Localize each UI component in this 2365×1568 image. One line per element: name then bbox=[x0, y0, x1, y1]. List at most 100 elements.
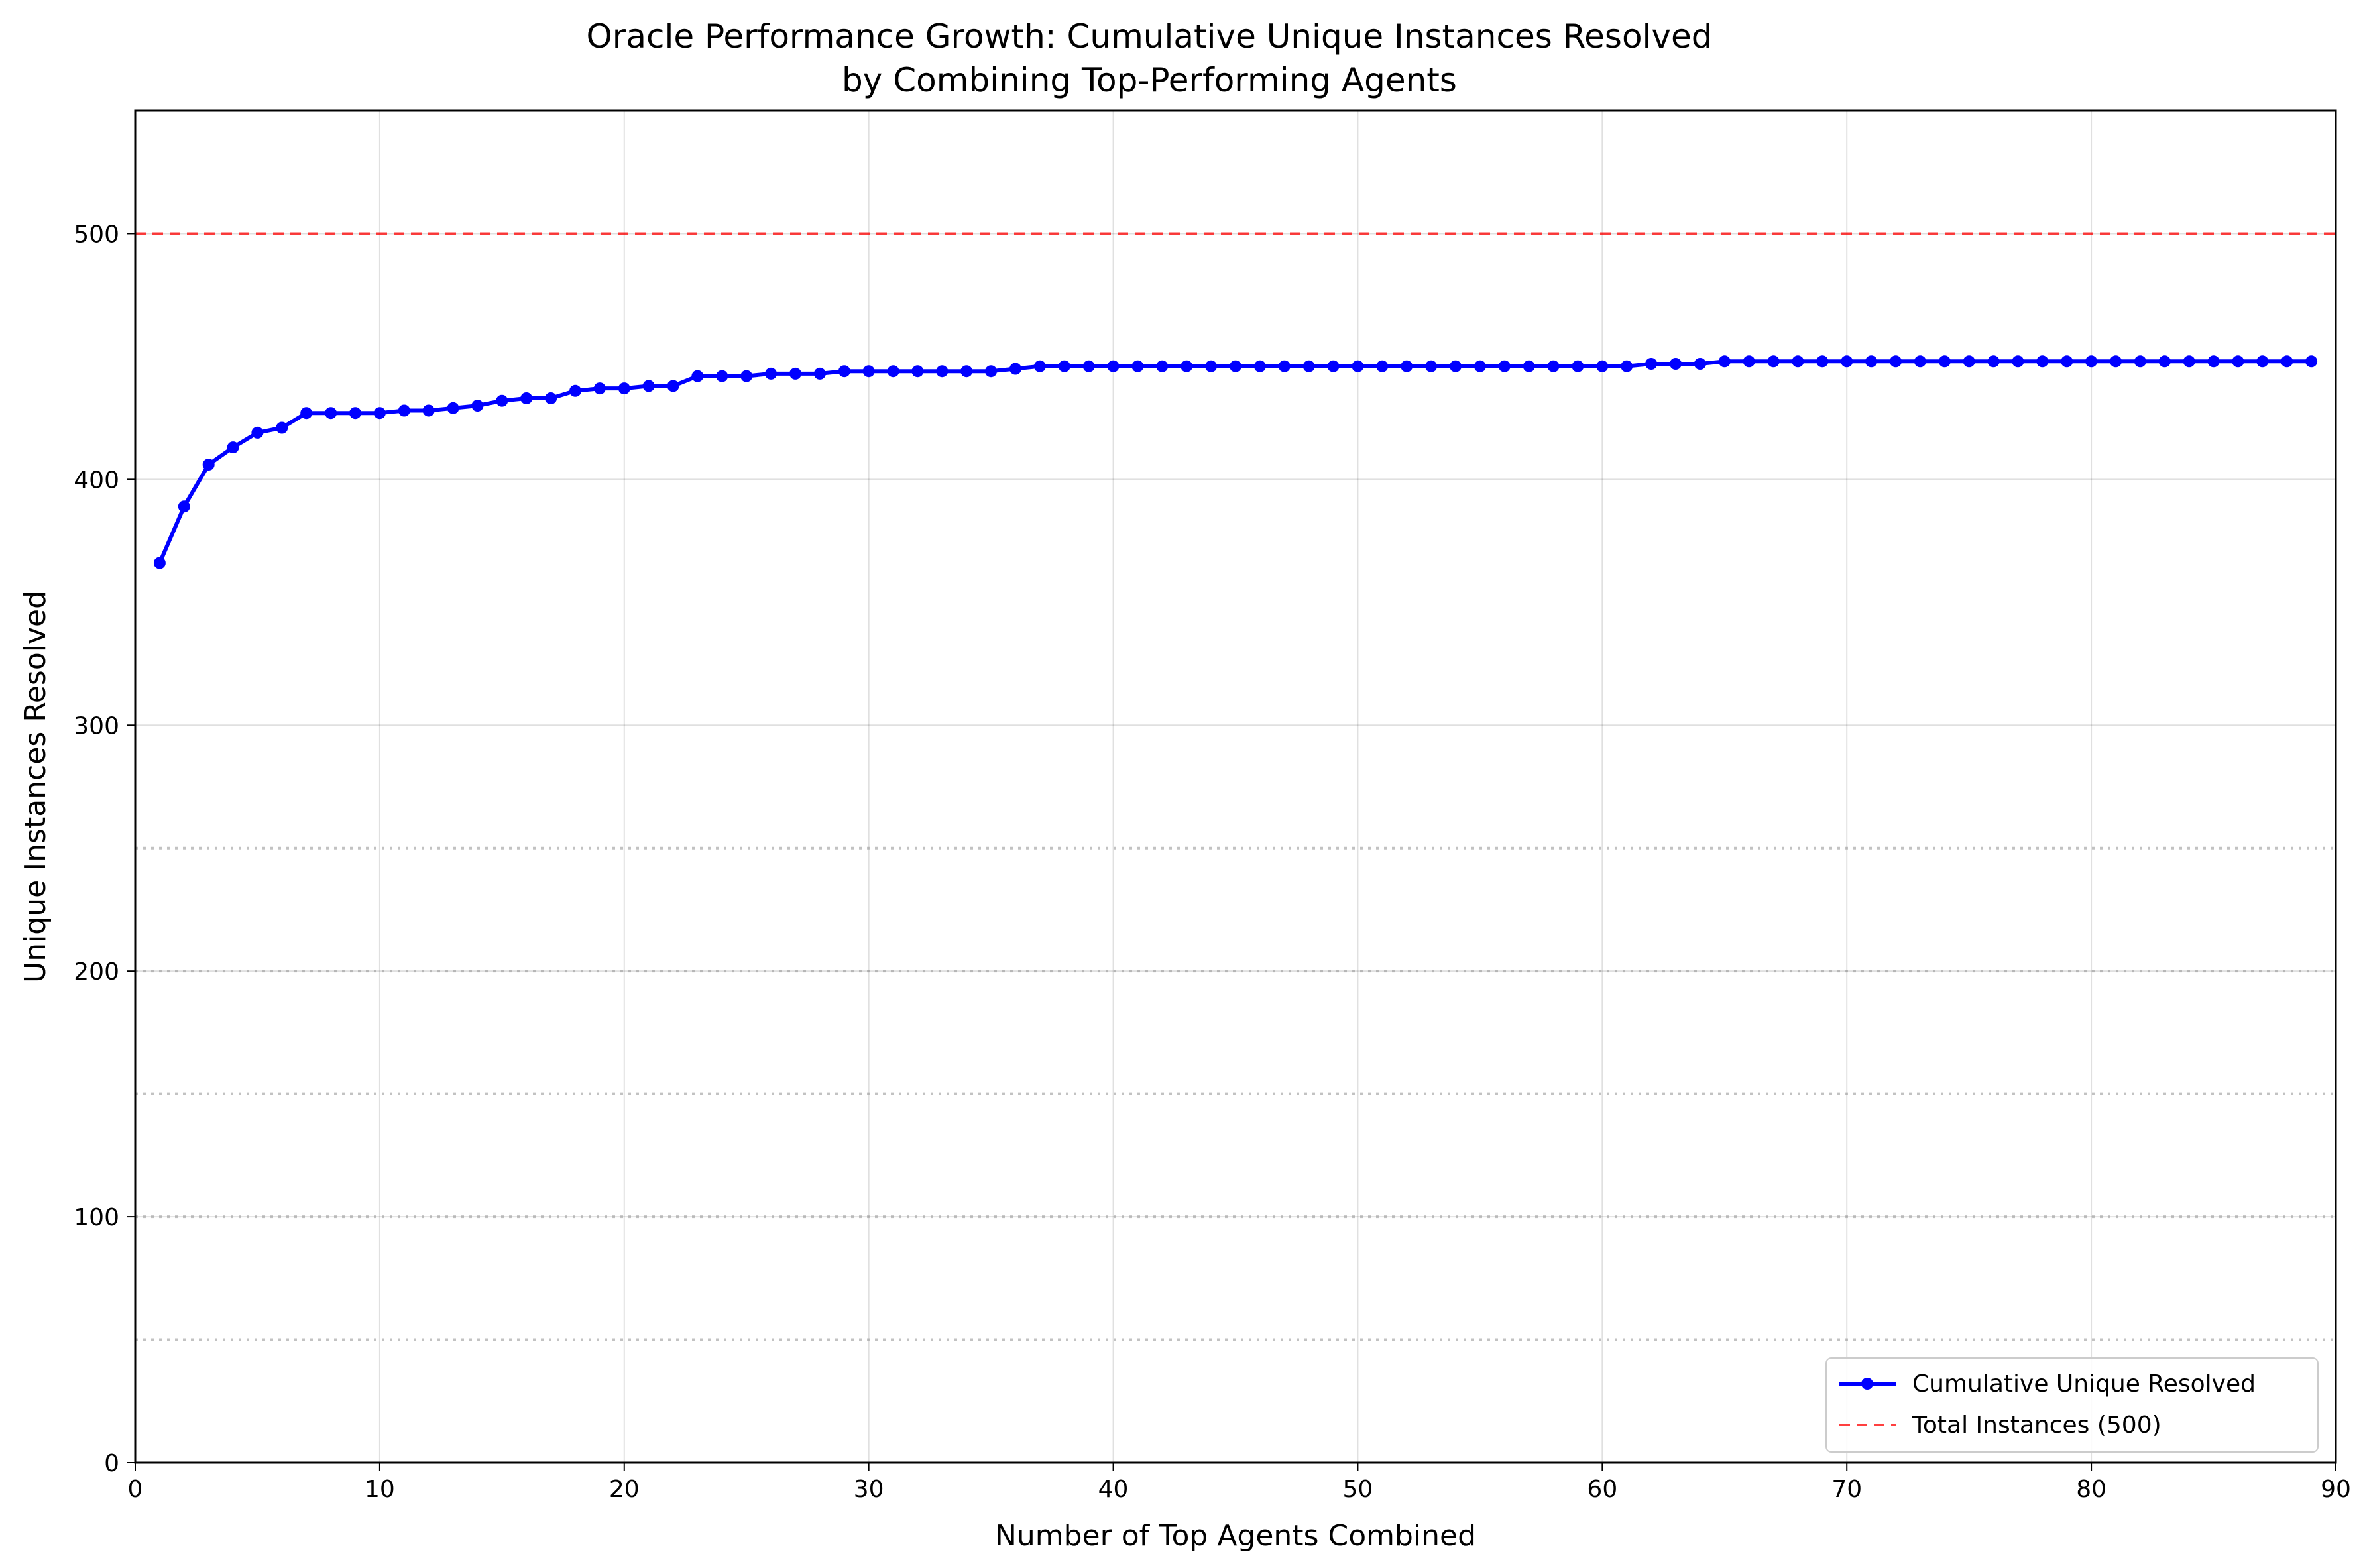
y-tick-label-4: 400 bbox=[74, 467, 119, 494]
data-point-26 bbox=[765, 367, 778, 380]
x-tick-label-3: 30 bbox=[854, 1476, 884, 1503]
data-point-1 bbox=[153, 557, 166, 569]
data-point-25 bbox=[740, 370, 753, 382]
data-point-58 bbox=[1547, 360, 1560, 372]
data-point-20 bbox=[618, 382, 630, 395]
data-point-71 bbox=[1865, 355, 1878, 368]
data-point-54 bbox=[1450, 360, 1462, 372]
data-point-42 bbox=[1156, 360, 1169, 372]
y-axis-label: Unique Instances Resolved bbox=[19, 590, 52, 983]
data-point-38 bbox=[1058, 360, 1070, 372]
data-point-39 bbox=[1082, 360, 1095, 372]
data-point-59 bbox=[1572, 360, 1584, 372]
data-point-8 bbox=[325, 407, 337, 420]
x-tick-label-0: 0 bbox=[128, 1476, 143, 1503]
data-point-18 bbox=[569, 384, 581, 397]
legend: Cumulative Unique Resolved Total Instanc… bbox=[1825, 1357, 2319, 1453]
data-point-88 bbox=[2281, 355, 2293, 368]
data-point-31 bbox=[887, 365, 899, 378]
data-point-16 bbox=[520, 392, 533, 404]
data-point-78 bbox=[2036, 355, 2049, 368]
data-point-53 bbox=[1425, 360, 1438, 372]
legend-label-cumulative: Cumulative Unique Resolved bbox=[1912, 1371, 2256, 1398]
dotted-reference-lines bbox=[135, 846, 2336, 1341]
y-tick-label-1: 100 bbox=[74, 1204, 119, 1231]
x-tick-label-7: 70 bbox=[1831, 1476, 1862, 1503]
data-point-27 bbox=[789, 367, 801, 380]
data-point-79 bbox=[2061, 355, 2073, 368]
data-point-6 bbox=[276, 421, 288, 434]
data-point-3 bbox=[202, 459, 215, 471]
data-point-48 bbox=[1302, 360, 1315, 372]
y-tick-label-2: 200 bbox=[74, 958, 119, 985]
axis-ticks: 0 10 20 30 40 50 60 70 80 90 0 100 200 300 400 500 bbox=[74, 221, 2351, 1503]
data-point-85 bbox=[2207, 355, 2220, 368]
legend-box bbox=[1825, 1357, 2319, 1453]
data-point-33 bbox=[936, 365, 949, 378]
data-point-15 bbox=[496, 394, 508, 407]
data-point-57 bbox=[1523, 360, 1535, 372]
data-point-51 bbox=[1376, 360, 1389, 372]
data-point-82 bbox=[2134, 355, 2146, 368]
y-tick-label-0: 0 bbox=[104, 1450, 119, 1477]
data-point-23 bbox=[691, 370, 704, 382]
data-point-73 bbox=[1914, 355, 1926, 368]
data-point-89 bbox=[2305, 355, 2318, 368]
data-point-7 bbox=[300, 407, 313, 420]
data-point-22 bbox=[667, 380, 679, 392]
plot-frame bbox=[134, 109, 2337, 1464]
x-tick-label-4: 40 bbox=[1098, 1476, 1129, 1503]
data-point-46 bbox=[1253, 360, 1266, 372]
data-point-11 bbox=[398, 404, 410, 417]
data-point-83 bbox=[2158, 355, 2171, 368]
data-point-62 bbox=[1645, 358, 1658, 370]
data-point-37 bbox=[1033, 360, 1046, 372]
data-point-75 bbox=[1963, 355, 1975, 368]
data-point-29 bbox=[838, 365, 850, 378]
x-tick-label-1: 10 bbox=[365, 1476, 395, 1503]
legend-label-total: Total Instances (500) bbox=[1912, 1412, 2162, 1439]
data-point-56 bbox=[1498, 360, 1511, 372]
data-point-49 bbox=[1327, 360, 1340, 372]
data-point-32 bbox=[911, 365, 924, 378]
data-point-81 bbox=[2110, 355, 2122, 368]
series-layer bbox=[135, 232, 2336, 569]
data-point-41 bbox=[1131, 360, 1144, 372]
data-point-65 bbox=[1718, 355, 1731, 368]
data-point-47 bbox=[1278, 360, 1291, 372]
data-point-17 bbox=[545, 392, 557, 404]
data-point-87 bbox=[2256, 355, 2269, 368]
data-point-52 bbox=[1401, 360, 1413, 372]
data-point-21 bbox=[642, 380, 655, 392]
data-point-66 bbox=[1743, 355, 1755, 368]
data-point-55 bbox=[1473, 360, 1486, 372]
data-point-77 bbox=[2012, 355, 2024, 368]
data-point-70 bbox=[1841, 355, 1853, 368]
data-point-10 bbox=[373, 407, 386, 420]
chart-title-line-2: by Combining Top-Performing Agents bbox=[842, 61, 1457, 99]
y-tick-label-3: 300 bbox=[74, 712, 119, 740]
data-point-36 bbox=[1009, 363, 1021, 375]
y-tick-label-5: 500 bbox=[74, 221, 119, 248]
data-point-13 bbox=[447, 402, 459, 414]
data-point-80 bbox=[2085, 355, 2098, 368]
data-point-43 bbox=[1181, 360, 1193, 372]
data-point-12 bbox=[422, 404, 435, 417]
data-point-35 bbox=[985, 365, 998, 378]
data-point-14 bbox=[471, 400, 484, 412]
x-tick-label-8: 80 bbox=[2076, 1476, 2106, 1503]
data-point-63 bbox=[1670, 358, 1682, 370]
data-point-61 bbox=[1621, 360, 1633, 372]
x-axis-label: Number of Top Agents Combined bbox=[995, 1519, 1476, 1553]
x-tick-label-9: 90 bbox=[2321, 1476, 2351, 1503]
x-tick-label-6: 60 bbox=[1587, 1476, 1617, 1503]
data-point-19 bbox=[593, 382, 606, 395]
data-point-2 bbox=[178, 500, 190, 513]
data-point-5 bbox=[251, 426, 264, 439]
data-point-34 bbox=[960, 365, 973, 378]
data-point-86 bbox=[2232, 355, 2244, 368]
data-point-4 bbox=[227, 441, 239, 454]
data-point-9 bbox=[349, 407, 361, 420]
